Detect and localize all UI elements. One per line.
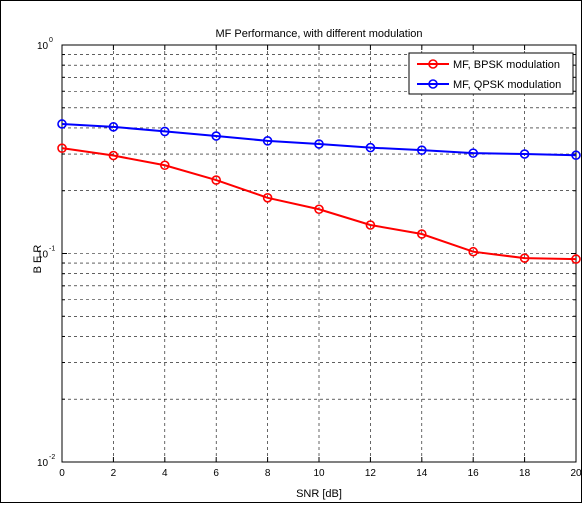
y-tick-label: 10 bbox=[37, 41, 49, 52]
legend-label-qpsk: MF, QPSK modulation bbox=[453, 79, 561, 91]
data-point-0 bbox=[57, 143, 67, 153]
data-point-1 bbox=[262, 136, 273, 146]
x-tick-label: 10 bbox=[313, 468, 325, 479]
y-tick-label: 10 bbox=[37, 250, 49, 261]
legend: MF, BPSK modulation MF, QPSK modulation bbox=[408, 52, 574, 95]
data-point-1 bbox=[57, 119, 67, 129]
data-point-0 bbox=[416, 229, 427, 239]
x-tick-label: 14 bbox=[416, 468, 428, 479]
data-point-0 bbox=[108, 150, 119, 161]
legend-marker-qpsk bbox=[428, 79, 438, 89]
series-layer bbox=[57, 119, 581, 264]
data-point-1 bbox=[416, 145, 427, 155]
series-line-0 bbox=[61, 147, 577, 261]
data-point-0 bbox=[211, 175, 221, 185]
y-tick-label-exponent: 0 bbox=[49, 37, 53, 44]
data-point-0 bbox=[160, 160, 170, 171]
x-tick-label: 0 bbox=[59, 468, 65, 479]
x-tick-label: 18 bbox=[519, 468, 531, 479]
y-tick-label-exponent: -2 bbox=[49, 454, 55, 461]
data-point-1 bbox=[314, 139, 324, 149]
x-tick-label: 12 bbox=[365, 468, 377, 479]
data-point-0 bbox=[571, 254, 581, 264]
data-point-0 bbox=[262, 192, 273, 203]
x-tick-label: 6 bbox=[213, 468, 219, 479]
chart-title: MF Performance, with different modulatio… bbox=[215, 28, 422, 40]
y-axis-label: B E R bbox=[32, 245, 44, 274]
data-point-0 bbox=[468, 246, 479, 257]
legend-marker-bpsk bbox=[428, 59, 438, 69]
x-axis-label: SNR [dB] bbox=[296, 488, 342, 500]
data-point-0 bbox=[519, 253, 530, 263]
data-point-0 bbox=[314, 204, 324, 215]
series-line-1 bbox=[61, 122, 577, 157]
x-tick-label: 4 bbox=[162, 468, 168, 479]
data-point-0 bbox=[365, 220, 376, 230]
x-tick-label: 8 bbox=[265, 468, 271, 479]
x-tick-label: 16 bbox=[468, 468, 480, 479]
x-tick-label: 2 bbox=[111, 468, 117, 479]
x-tick-label: 20 bbox=[570, 468, 581, 479]
y-tick-label: 10 bbox=[37, 458, 49, 469]
data-point-1 bbox=[468, 148, 479, 158]
data-point-1 bbox=[160, 126, 170, 137]
data-point-1 bbox=[211, 131, 221, 141]
legend-label-bpsk: MF, BPSK modulation bbox=[453, 59, 560, 71]
data-point-1 bbox=[519, 149, 530, 159]
data-point-1 bbox=[571, 150, 581, 161]
data-point-1 bbox=[108, 122, 119, 132]
data-point-1 bbox=[365, 142, 376, 153]
y-tick-label-exponent: -1 bbox=[49, 246, 55, 253]
grid bbox=[62, 45, 576, 462]
